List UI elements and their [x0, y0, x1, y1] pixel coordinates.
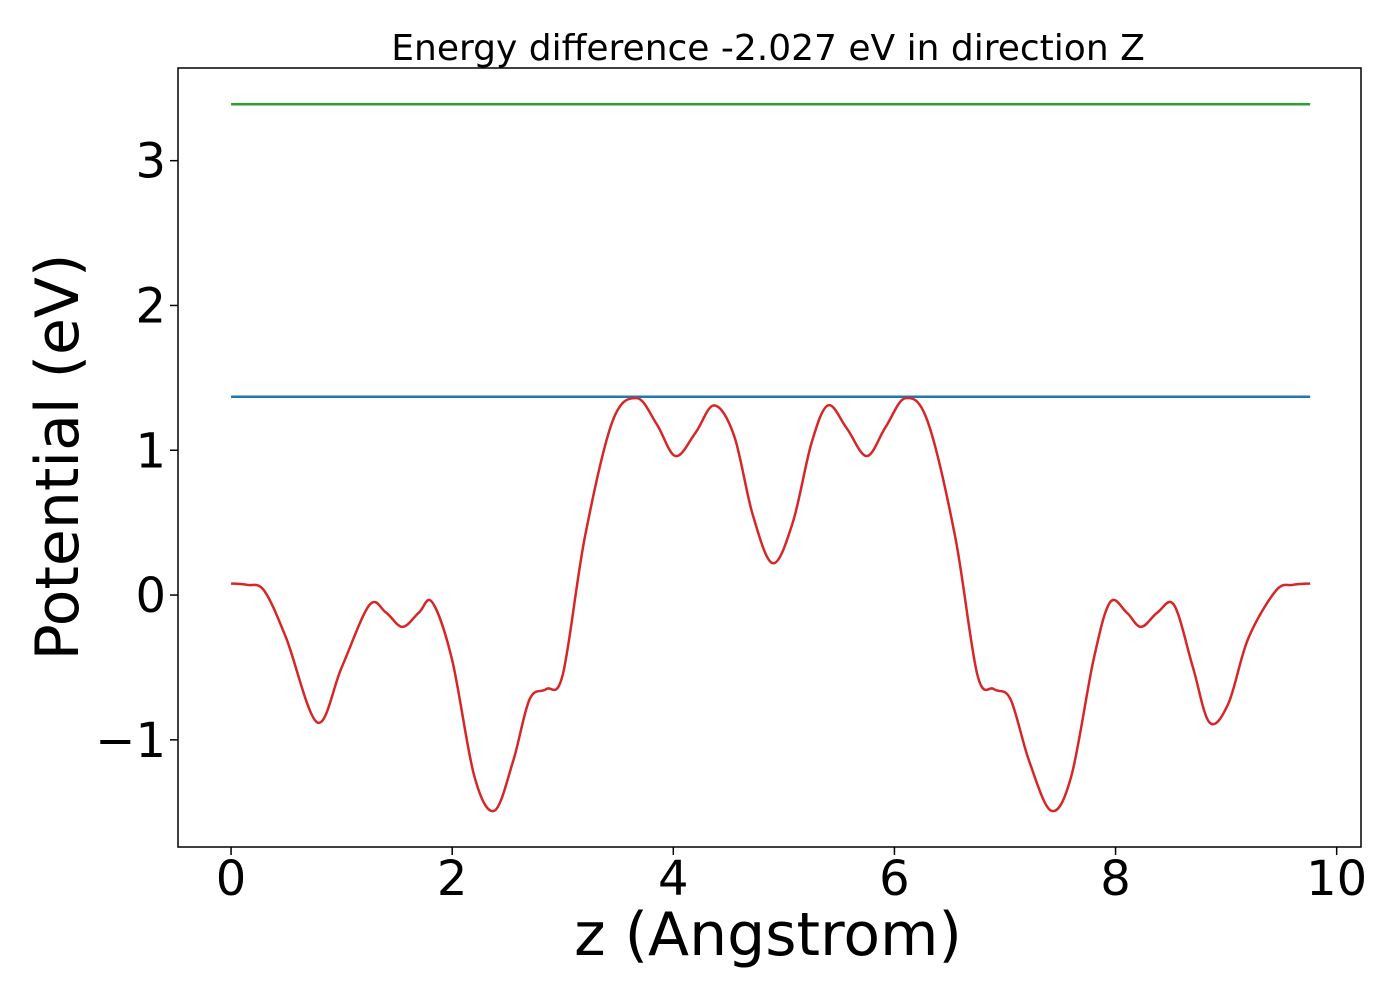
y-tick-label: −1	[95, 713, 166, 769]
x-axis-label: z (Angstrom)	[574, 900, 962, 970]
x-tick-label: 8	[1100, 851, 1131, 907]
series-line-3	[230, 396, 1311, 813]
y-tick-label: 0	[135, 568, 166, 624]
x-tick-label: 10	[1306, 851, 1367, 907]
x-tick-label: 0	[216, 851, 247, 907]
ticks-layer: 0 2 4 6 8 10 −1 0 1 2 3	[95, 134, 1367, 907]
series-layer	[230, 102, 1311, 813]
y-tick-label: 1	[135, 423, 166, 479]
y-axis-label: Potential (eV)	[23, 254, 93, 661]
x-tick-label: 4	[658, 851, 689, 907]
x-tick-label: 2	[437, 851, 468, 907]
x-tick-label: 6	[879, 851, 910, 907]
chart-title: Energy difference -2.027 eV in direction…	[391, 28, 1145, 69]
y-tick-label: 2	[135, 278, 166, 334]
y-tick-label: 3	[135, 134, 166, 190]
plot-frame	[177, 67, 1362, 848]
